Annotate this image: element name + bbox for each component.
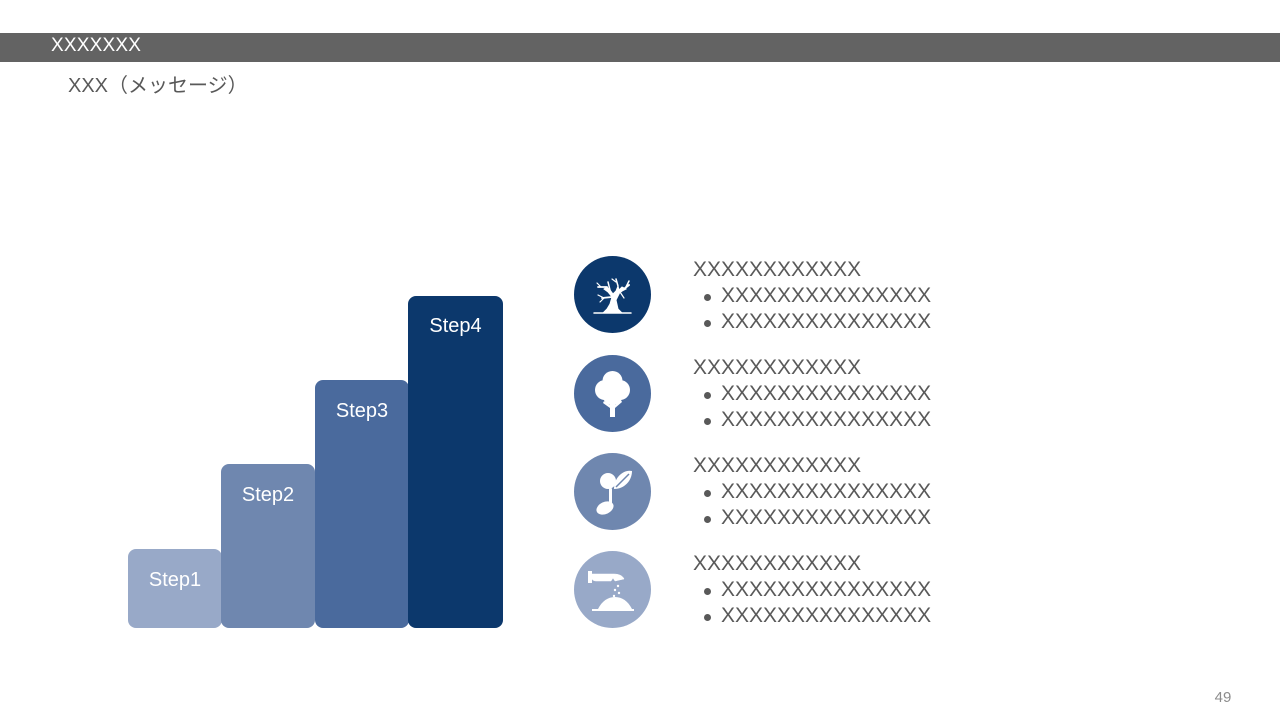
step-3-label: Step3 <box>335 400 389 422</box>
bullet-dot <box>704 320 711 327</box>
slide-subtitle: XXX（メッセージ） <box>68 75 248 97</box>
step-1-bar: Step1 <box>128 549 222 628</box>
item-heading: XXXXXXXXXXXX <box>693 356 862 379</box>
bullet-text: XXXXXXXXXXXXXXX <box>721 480 932 503</box>
step-2-label: Step2 <box>241 484 295 506</box>
item-heading: XXXXXXXXXXXX <box>693 552 862 575</box>
step-4-bar: Step4 <box>408 296 503 628</box>
bullet-item: XXXXXXXXXXXXXXX <box>693 309 931 335</box>
bullet-dot <box>704 294 711 301</box>
bullet-item: XXXXXXXXXXXXXXX <box>693 407 931 433</box>
step-2-bar: Step2 <box>221 464 315 628</box>
item-heading: XXXXXXXXXXXX <box>693 454 862 477</box>
step-2-description: XXXXXXXXXXXX XXXXXXXXXXXXXXX XXXXXXXXXXX… <box>693 453 931 531</box>
bullet-item: XXXXXXXXXXXXXXX <box>693 505 931 531</box>
bullet-text: XXXXXXXXXXXXXXX <box>721 604 932 627</box>
sprout-icon <box>574 453 651 530</box>
bullet-item: XXXXXXXXXXXXXXX <box>693 283 931 309</box>
bullet-dot <box>704 490 711 497</box>
bullet-dot <box>704 516 711 523</box>
bullet-text: XXXXXXXXXXXXXXX <box>721 284 932 307</box>
bullet-text: XXXXXXXXXXXXXXX <box>721 310 932 333</box>
bullet-dot <box>704 418 711 425</box>
bullet-dot <box>704 392 711 399</box>
bullet-text: XXXXXXXXXXXXXXX <box>721 408 932 431</box>
step-1-description: XXXXXXXXXXXX XXXXXXXXXXXXXXX XXXXXXXXXXX… <box>693 551 931 629</box>
step-1-label: Step1 <box>148 569 202 591</box>
bullet-text: XXXXXXXXXXXXXXX <box>721 506 932 529</box>
step-3-bar: Step3 <box>315 380 409 628</box>
tree-icon <box>574 355 651 432</box>
bullet-item: XXXXXXXXXXXXXXX <box>693 381 931 407</box>
header-title: XXXXXXX <box>51 35 142 56</box>
item-heading: XXXXXXXXXXXX <box>693 258 862 281</box>
step-3-description: XXXXXXXXXXXX XXXXXXXXXXXXXXX XXXXXXXXXXX… <box>693 355 931 433</box>
sowing-seeds-icon <box>574 551 651 628</box>
bullet-text: XXXXXXXXXXXXXXX <box>721 578 932 601</box>
bullet-dot <box>704 614 711 621</box>
header-bar <box>0 33 1280 62</box>
bullet-text: XXXXXXXXXXXXXXX <box>721 382 932 405</box>
step-4-label: Step4 <box>429 315 482 337</box>
bullet-item: XXXXXXXXXXXXXXX <box>693 479 931 505</box>
page-number: 49 <box>1214 689 1232 706</box>
bullet-dot <box>704 588 711 595</box>
bullet-item: XXXXXXXXXXXXXXX <box>693 577 931 603</box>
bare-tree-icon <box>574 256 651 333</box>
step-4-description: XXXXXXXXXXXX XXXXXXXXXXXXXXX XXXXXXXXXXX… <box>693 257 931 335</box>
bullet-item: XXXXXXXXXXXXXXX <box>693 603 931 629</box>
